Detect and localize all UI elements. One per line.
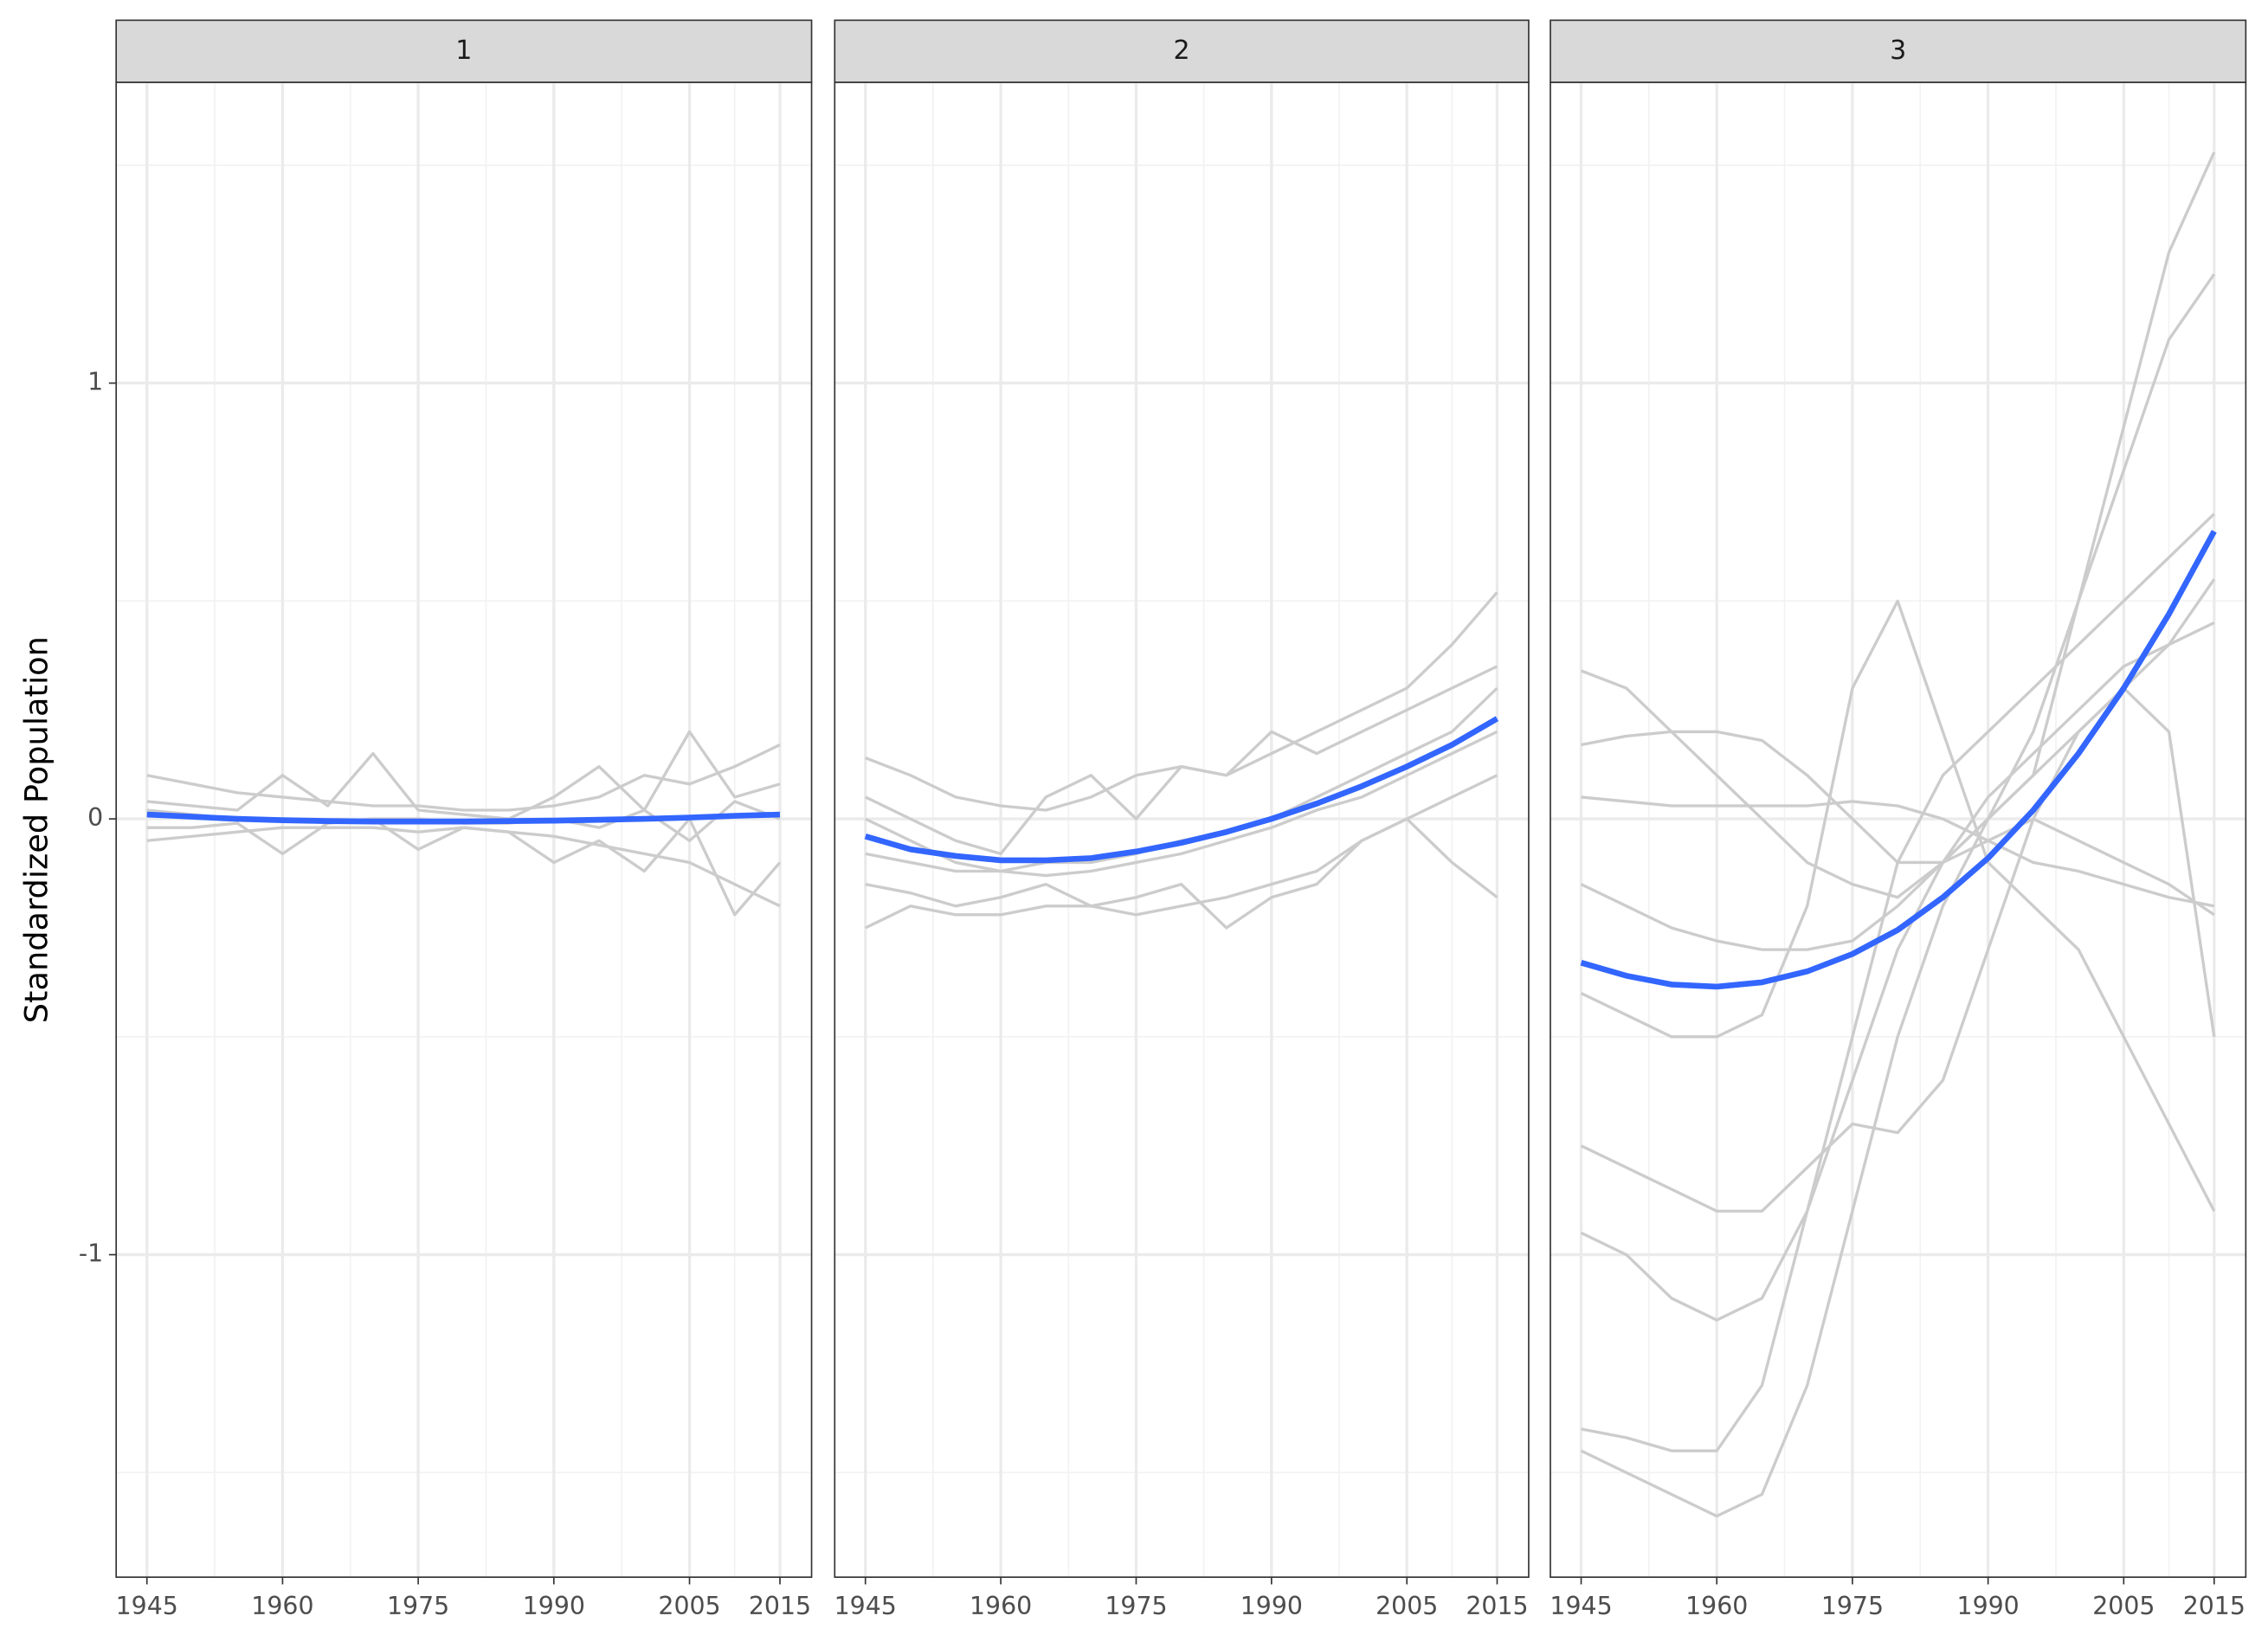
series-line [1580, 599, 2216, 1213]
x-tick-label: 2005 [2092, 1592, 2155, 1620]
series-line [864, 730, 1498, 878]
x-tick-label: 1945 [1550, 1592, 1612, 1620]
strip [115, 19, 813, 84]
series-line [146, 730, 781, 821]
panel-border [834, 81, 1530, 1578]
x-tick-label: 2005 [658, 1592, 720, 1620]
series-line [865, 817, 1498, 930]
x-tick-label: 2015 [1466, 1592, 1528, 1620]
y-tick-label: 0 [87, 803, 103, 832]
series-line [146, 744, 781, 812]
x-tick-label: 1975 [1821, 1592, 1884, 1620]
series-line [864, 665, 1498, 856]
facet-label: 3 [1890, 35, 1906, 66]
trend-line [864, 716, 1499, 864]
x-tick-label: 1990 [1957, 1592, 2020, 1620]
y-axis-title: Standardized Population [18, 636, 55, 1023]
x-tick-label: 1990 [523, 1592, 585, 1620]
series-line [1581, 730, 2215, 917]
x-tick-label: 1945 [834, 1592, 897, 1620]
series-line [146, 817, 782, 917]
x-tick-label: 2015 [2183, 1592, 2245, 1620]
x-tick-label: 1975 [1105, 1592, 1167, 1620]
x-tick-label: 2005 [1376, 1592, 1438, 1620]
y-tick-label: -1 [79, 1239, 103, 1268]
facet-label: 2 [1174, 35, 1190, 66]
facet-label: 1 [455, 35, 472, 66]
y-tick-label: 1 [87, 368, 103, 396]
x-tick-label: 1960 [1685, 1592, 1748, 1620]
x-tick-label: 1990 [1240, 1592, 1303, 1620]
x-tick-label: 1960 [251, 1592, 313, 1620]
panel-border [1550, 81, 2247, 1578]
x-tick-label: 1945 [116, 1592, 178, 1620]
trend-line [146, 811, 781, 825]
panel-border [115, 81, 813, 1578]
x-tick-label: 2015 [749, 1592, 811, 1620]
series-line [1580, 621, 2215, 1322]
x-tick-label: 1960 [970, 1592, 1032, 1620]
trend-line [1580, 530, 2217, 990]
series-line [1580, 578, 2216, 951]
series-line [1580, 273, 2216, 1518]
x-tick-label: 1975 [387, 1592, 449, 1620]
series-line [1580, 151, 2216, 899]
series-line [1581, 795, 2215, 908]
strip [1550, 19, 2247, 84]
